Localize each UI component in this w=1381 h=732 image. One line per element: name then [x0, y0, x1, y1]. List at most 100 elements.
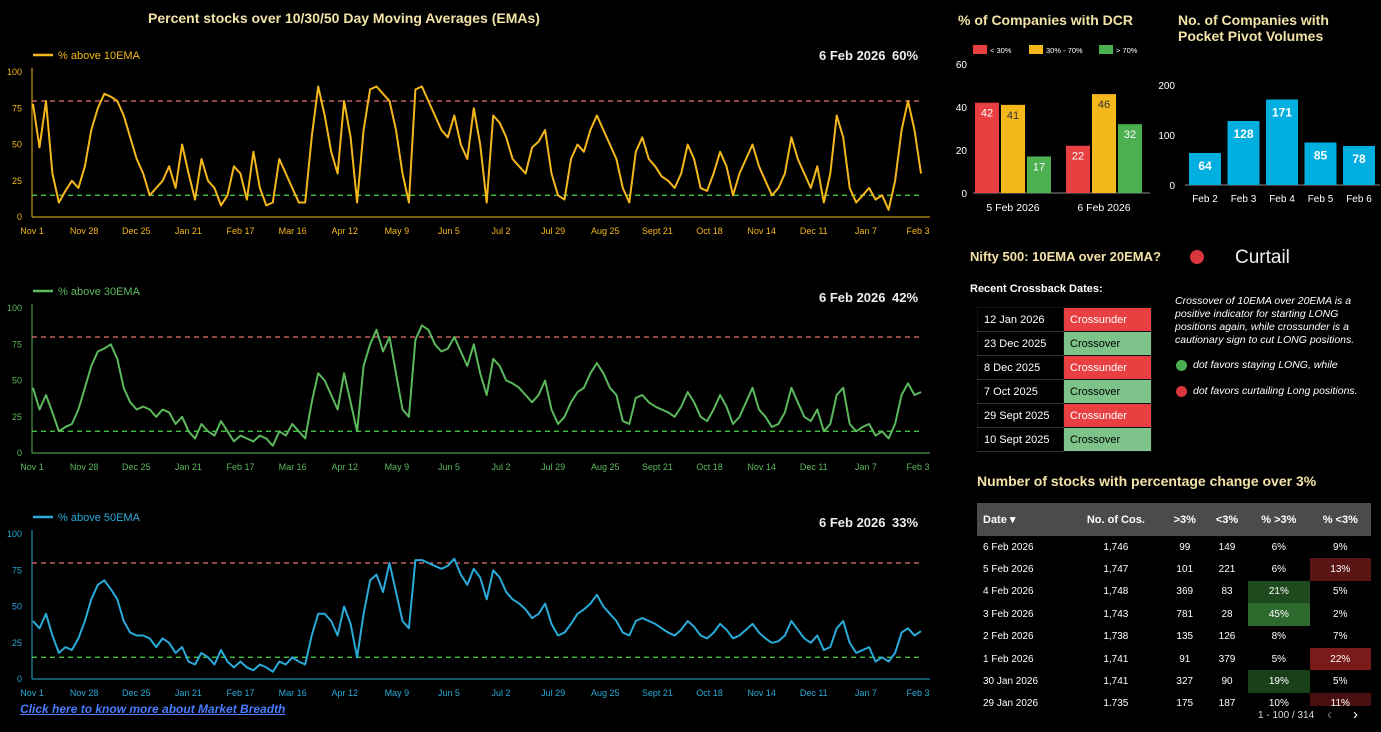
crossback-row: 23 Dec 2025 Crossover	[977, 331, 1152, 356]
crossback-event: Crossunder	[1063, 403, 1152, 428]
x-tick-label: Jun 5	[438, 462, 460, 472]
cell-down: 28	[1221, 608, 1233, 620]
bar	[975, 102, 999, 193]
table-row[interactable]: 3 Feb 2026 1,743 781 28 45% 2%	[977, 603, 1371, 626]
cell-cos: 1,747	[1103, 564, 1129, 576]
crossback-event: Crossover	[1063, 379, 1152, 404]
next-page-icon[interactable]: ›	[1353, 706, 1358, 723]
x-tick-label: May 9	[385, 462, 410, 472]
cell-up: 369	[1176, 586, 1194, 598]
y-tick-label: 0	[17, 212, 22, 222]
crossover-note: Crossover of 10EMA over 20EMA is a posit…	[1175, 295, 1355, 346]
pct-change-table: Date ▾ No. of Cos. >3% <3% % >3% % <3% 6…	[977, 503, 1371, 706]
cell-up: 175	[1176, 698, 1194, 706]
bar	[1092, 94, 1116, 193]
x-tick-label: Nov 28	[70, 226, 99, 236]
legend-label: % above 30EMA	[58, 286, 141, 298]
y-tick-label: 75	[12, 339, 22, 349]
pct-change-title: Number of stocks with percentage change …	[977, 473, 1317, 489]
header-pct-down[interactable]: % <3%	[1309, 503, 1371, 536]
crossback-row: 7 Oct 2025 Crossover	[977, 379, 1152, 404]
cell-up: 781	[1176, 608, 1194, 620]
x-tick-label: Jan 21	[175, 688, 202, 698]
header-down[interactable]: <3%	[1205, 503, 1249, 536]
table-row[interactable]: 30 Jan 2026 1,741 327 90 19% 5%	[977, 670, 1371, 693]
table-row[interactable]: 5 Feb 2026 1,747 101 221 6% 13%	[977, 558, 1371, 581]
crossback-event: Crossover	[1063, 427, 1152, 452]
x-tick-label: Feb 17	[226, 688, 254, 698]
cell-pup: 8%	[1271, 631, 1287, 643]
x-tick-label: Dec 25	[122, 462, 151, 472]
cell-cos: 1,735	[1103, 698, 1129, 706]
crossback-row: 10 Sept 2025 Crossover	[977, 427, 1152, 452]
header-pct-up[interactable]: % >3%	[1248, 503, 1310, 536]
cell-date: 30 Jan 2026	[983, 676, 1039, 688]
cell-date: 4 Feb 2026	[983, 586, 1034, 598]
ema30-chart: % above 30EMA 0 25 50 75 100 Nov 1 Nov 28 Dec 25…	[7, 286, 930, 472]
dcr-chart: < 30% 30% - 70% > 70% 0 20 40 60 42 41 17 5 Feb 20…	[956, 45, 1150, 214]
table-row[interactable]: 4 Feb 2026 1,748 369 83 21% 5%	[977, 580, 1371, 604]
x-tick-label: Nov 1	[20, 226, 44, 236]
x-tick-label: May 9	[385, 688, 410, 698]
pct-change-table-wrap[interactable]: Date ▾ No. of Cos. >3% <3% % >3% % <3% 6…	[977, 503, 1371, 706]
x-tick-label: Jul 29	[541, 226, 565, 236]
cell-pup: 21%	[1248, 580, 1310, 604]
bar	[1027, 156, 1051, 193]
header-cos[interactable]: No. of Cos.	[1068, 503, 1164, 536]
ema-section-title: Percent stocks over 10/30/50 Day Moving …	[148, 10, 540, 26]
crossback-table: 12 Jan 2026 Crossunder 23 Dec 2025 Crossove…	[977, 307, 1152, 452]
legend-swatch	[973, 45, 987, 54]
y-tick-label: 75	[12, 565, 22, 575]
ema50-latest-value: 33%	[892, 515, 919, 530]
legend-label: % above 50EMA	[58, 512, 141, 524]
nifty-status-dot	[1190, 250, 1204, 264]
cell-date: 5 Feb 2026	[983, 564, 1034, 576]
x-tick-label: Sept 21	[642, 688, 673, 698]
cell-cos: 1,741	[1103, 676, 1129, 688]
ema30-latest-value: 42%	[892, 290, 919, 305]
cell-pup: 6%	[1271, 541, 1287, 553]
series-line	[32, 324, 922, 447]
cell-pdown: 13%	[1309, 558, 1371, 581]
market-breadth-link[interactable]: Click here to know more about Market Bre…	[20, 702, 286, 716]
x-tick-label: 5 Feb 2026	[986, 202, 1039, 214]
x-tick-label: Apr 12	[331, 688, 358, 698]
bar	[1304, 142, 1337, 185]
legend-label: < 30%	[990, 46, 1012, 55]
x-tick-label: Mar 16	[279, 226, 307, 236]
table-row[interactable]: 1 Feb 2026 1,741 91 379 5% 22%	[977, 647, 1371, 671]
x-tick-label: Jul 29	[541, 688, 565, 698]
x-tick-label: Jan 7	[855, 688, 877, 698]
x-tick-label: Jul 2	[492, 226, 511, 236]
table-row[interactable]: 6 Feb 2026 1,746 99 149 6% 9%	[977, 536, 1371, 558]
crossback-row: 29 Sept 2025 Crossunder	[977, 403, 1152, 428]
legend-red-text: dot favors curtailing Long positions.	[1193, 385, 1358, 397]
sort-desc-icon[interactable]: ▾	[1009, 514, 1016, 526]
y-tick-label: 60	[956, 60, 968, 71]
crossback-date: 29 Sept 2025	[977, 403, 1064, 428]
ema10-chart: % above 10EMA 0 25 50 75 100 Nov 1 Nov 28 Dec 25…	[7, 50, 930, 236]
series-line	[32, 85, 922, 211]
header-up[interactable]: >3%	[1163, 503, 1206, 536]
y-tick-label: 0	[17, 448, 22, 458]
x-tick-label: Feb 6	[1346, 194, 1372, 205]
x-tick-label: Dec 11	[800, 688, 828, 698]
x-tick-label: Apr 12	[331, 226, 358, 236]
x-tick-label: Nov 28	[70, 462, 99, 472]
cell-date: 6 Feb 2026	[983, 541, 1034, 553]
x-tick-label: Feb 4	[1269, 194, 1295, 205]
x-tick-label: Nov 14	[747, 226, 776, 236]
cell-down: 83	[1221, 586, 1233, 598]
crossback-event: Crossunder	[1063, 355, 1152, 380]
table-row[interactable]: 2 Feb 2026 1,738 135 126 8% 7%	[977, 626, 1371, 648]
header-date[interactable]: Date ▾	[977, 503, 1069, 536]
x-tick-label: Oct 18	[696, 462, 723, 472]
x-tick-label: Jul 2	[492, 462, 511, 472]
table-row[interactable]: 29 Jan 2026 1,735 175 187 10% 11%	[977, 692, 1371, 706]
prev-page-icon[interactable]: ‹	[1327, 706, 1332, 723]
cell-cos: 1,748	[1103, 586, 1129, 598]
bar	[1001, 104, 1025, 193]
cell-cos: 1,743	[1103, 608, 1129, 620]
crossback-date: 8 Dec 2025	[977, 355, 1064, 380]
crossback-event: Crossunder	[1063, 307, 1152, 332]
